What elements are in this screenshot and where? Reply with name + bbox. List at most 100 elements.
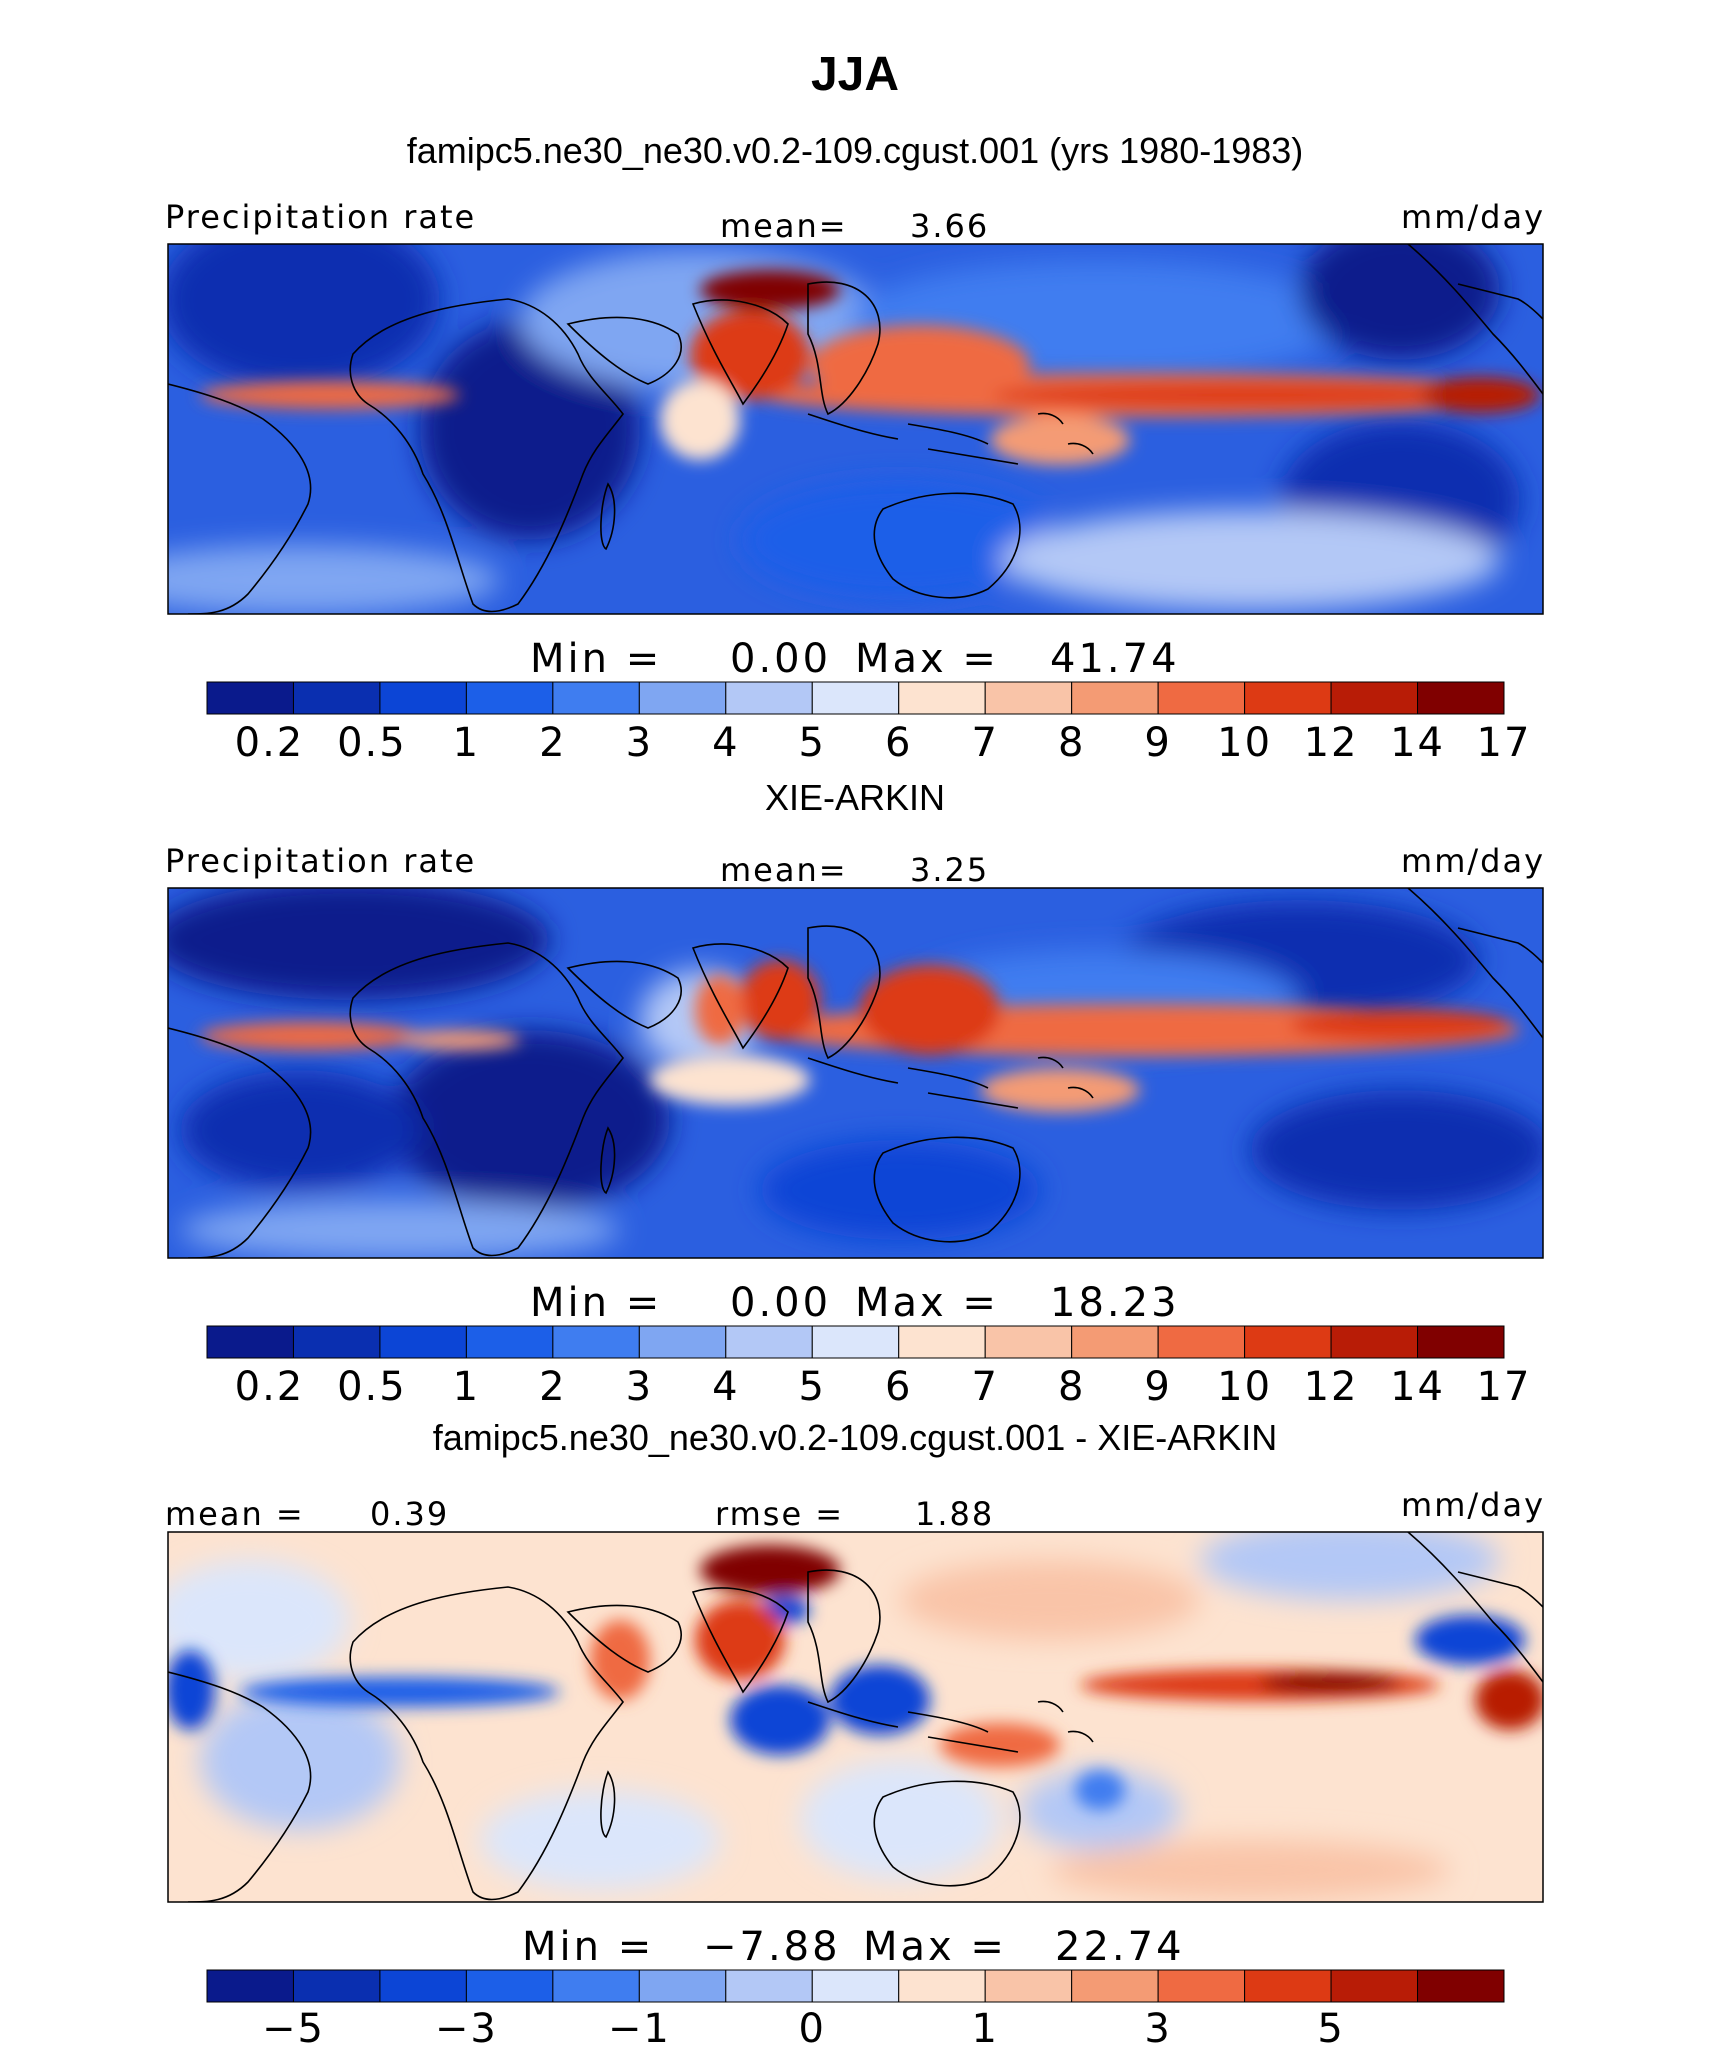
max-value: 41.74 bbox=[1050, 636, 1180, 682]
map bbox=[168, 888, 1543, 1258]
panel-title: famipc5.ne30_ne30.v0.2-109.cgust.001 (yr… bbox=[407, 130, 1304, 171]
colorbar-tick-label: 10 bbox=[1217, 720, 1272, 766]
colorbar-swatch bbox=[1071, 1325, 1159, 1359]
units-label: mm/day bbox=[1401, 842, 1545, 880]
panel-diff: famipc5.ne30_ne30.v0.2-109.cgust.001 - X… bbox=[165, 1417, 1545, 2048]
colorbar-tick-label: 8 bbox=[1058, 1364, 1085, 1410]
min-value: 0.00 bbox=[730, 1280, 831, 1326]
colorbar: −5 −3 −1 0 1 3 5 bbox=[206, 1969, 1505, 2048]
colorbar-tick-label: 7 bbox=[971, 1364, 998, 1410]
colorbar-tick-label: 9 bbox=[1144, 1364, 1171, 1410]
max-value: 22.74 bbox=[1055, 1924, 1185, 1970]
colorbar-tick-label: 9 bbox=[1144, 720, 1171, 766]
colorbar-swatch bbox=[465, 1969, 554, 2003]
colorbar-tick-label: 3 bbox=[626, 720, 653, 766]
rmse-label: rmse = bbox=[715, 1495, 844, 1533]
colorbar-tick-label: 4 bbox=[712, 1364, 739, 1410]
colorbar-tick-label: 1 bbox=[453, 1364, 480, 1410]
map bbox=[168, 244, 1543, 614]
colorbar-tick-label: 4 bbox=[712, 720, 739, 766]
colorbar-tick-label: 10 bbox=[1217, 1364, 1272, 1410]
units-label: mm/day bbox=[1401, 1486, 1545, 1524]
colorbar-swatch bbox=[1417, 1325, 1505, 1359]
max-label: Max = bbox=[855, 636, 999, 682]
colorbar-swatch bbox=[292, 681, 381, 715]
colorbar-swatch bbox=[638, 1325, 727, 1359]
colorbar-swatch bbox=[725, 681, 813, 715]
colorbar-swatch bbox=[811, 1325, 900, 1359]
max-label: Max = bbox=[863, 1924, 1007, 1970]
colorbar-swatch bbox=[1157, 1325, 1246, 1359]
colorbar-tick-label: −3 bbox=[435, 2006, 498, 2048]
figure-title: JJA bbox=[811, 48, 899, 101]
variable-label: Precipitation rate bbox=[165, 198, 476, 236]
panel-obs: XIE-ARKIN Precipitation rate mean= 3.25 … bbox=[165, 777, 1545, 1410]
colorbar-tick-label: 1 bbox=[971, 2006, 998, 2048]
colorbar-tick-label: 17 bbox=[1477, 1364, 1532, 1410]
colorbar-swatch bbox=[725, 1969, 813, 2003]
colorbar-tick-label: 12 bbox=[1304, 1364, 1359, 1410]
colorbar-tick-label: 8 bbox=[1058, 720, 1085, 766]
map-frame bbox=[167, 887, 1544, 1259]
colorbar-tick-label: −1 bbox=[608, 2006, 671, 2048]
colorbar-tick-label: 17 bbox=[1477, 720, 1532, 766]
colorbar-swatch bbox=[206, 1969, 294, 2003]
colorbar-swatch bbox=[1244, 1325, 1332, 1359]
colorbar-tick-label: 6 bbox=[885, 1364, 912, 1410]
colorbar-tick-label: 12 bbox=[1304, 720, 1359, 766]
colorbar-swatch bbox=[1417, 1969, 1505, 2003]
colorbar-swatch bbox=[552, 681, 640, 715]
colorbar-tick-label: 6 bbox=[885, 720, 912, 766]
colorbar-swatch bbox=[984, 1969, 1073, 2003]
colorbar-swatch bbox=[1244, 1969, 1332, 2003]
colorbar-tick-label: 1 bbox=[453, 720, 480, 766]
colorbar-swatch bbox=[1157, 1969, 1246, 2003]
colorbar-swatch bbox=[379, 1969, 467, 2003]
colorbar-swatch bbox=[898, 681, 986, 715]
colorbar-tick-label: 7 bbox=[971, 720, 998, 766]
colorbar-swatch bbox=[984, 681, 1073, 715]
colorbar-swatch bbox=[1071, 681, 1159, 715]
colorbar-swatch bbox=[1330, 1325, 1419, 1359]
panel-title: XIE-ARKIN bbox=[765, 777, 945, 818]
colorbar-swatch bbox=[379, 681, 467, 715]
mean-value: 0.39 bbox=[370, 1495, 449, 1533]
colorbar-swatch bbox=[552, 1325, 640, 1359]
max-value: 18.23 bbox=[1050, 1280, 1180, 1326]
mean-label: mean = bbox=[165, 1495, 305, 1533]
colorbar-swatch bbox=[292, 1969, 381, 2003]
mean-label: mean= bbox=[720, 851, 848, 889]
variable-label: Precipitation rate bbox=[165, 842, 476, 880]
colorbar: 0.2 0.5 1 2 3 4 5 6 7 8 9 10 12 14 17 bbox=[206, 1325, 1532, 1410]
min-label: Min = bbox=[522, 1924, 654, 1970]
colorbar-swatch bbox=[1330, 681, 1419, 715]
min-label: Min = bbox=[530, 636, 662, 682]
colorbar-swatch bbox=[898, 1969, 986, 2003]
colorbar-swatch bbox=[1071, 1969, 1159, 2003]
colorbar-swatch bbox=[379, 1325, 467, 1359]
colorbar-swatch bbox=[292, 1325, 381, 1359]
units-label: mm/day bbox=[1401, 198, 1545, 236]
colorbar-swatch bbox=[725, 1325, 813, 1359]
colorbar-tick-label: 3 bbox=[626, 1364, 653, 1410]
colorbar-swatch bbox=[1330, 1969, 1419, 2003]
colorbar-tick-label: 5 bbox=[799, 720, 826, 766]
colorbar-swatch bbox=[898, 1325, 986, 1359]
colorbar-swatch bbox=[465, 1325, 554, 1359]
panel-title: famipc5.ne30_ne30.v0.2-109.cgust.001 - X… bbox=[433, 1417, 1278, 1458]
panel-model: famipc5.ne30_ne30.v0.2-109.cgust.001 (yr… bbox=[165, 130, 1545, 766]
colorbar-tick-label: 3 bbox=[1144, 2006, 1171, 2048]
rmse-value: 1.88 bbox=[915, 1495, 994, 1533]
colorbar-tick-label: 2 bbox=[539, 1364, 566, 1410]
colorbar-tick-label: 14 bbox=[1390, 1364, 1445, 1410]
colorbar-swatch bbox=[811, 1969, 900, 2003]
map-frame bbox=[167, 243, 1544, 615]
colorbar-tick-label: 2 bbox=[539, 720, 566, 766]
map bbox=[168, 1532, 1543, 1902]
min-value: −7.88 bbox=[703, 1924, 841, 1970]
mean-value: 3.25 bbox=[910, 851, 989, 889]
colorbar-swatch bbox=[465, 681, 554, 715]
mean-label: mean= bbox=[720, 207, 848, 245]
colorbar-tick-label: 0.2 bbox=[235, 1364, 305, 1410]
